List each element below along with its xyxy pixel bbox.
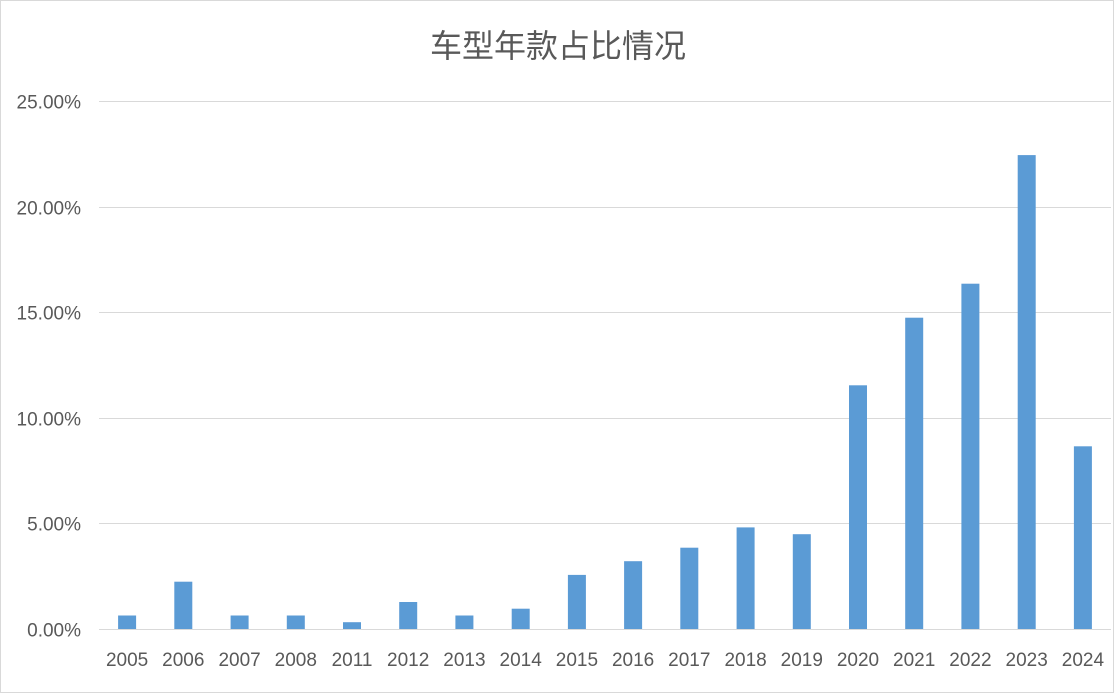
x-tick-label: 2022	[949, 650, 991, 671]
bar-2020	[849, 385, 867, 629]
x-tick-label: 2024	[1062, 650, 1105, 671]
x-tick-label: 2019	[781, 650, 823, 671]
bar-2024	[1073, 446, 1092, 629]
x-tick-label: 2020	[837, 650, 879, 671]
bar-2017	[680, 547, 699, 629]
y-tick-label: 25.00%	[17, 93, 82, 114]
bar-2023	[1017, 155, 1036, 629]
bar-2006	[174, 581, 193, 629]
x-tick-label: 2018	[724, 650, 766, 671]
x-tick-label: 2014	[500, 650, 543, 671]
x-tick-label: 2005	[106, 650, 148, 671]
bar-2011	[343, 622, 361, 629]
bar-2012	[399, 602, 418, 629]
y-tick-label: 15.00%	[17, 304, 82, 325]
x-tick-label: 2011	[332, 650, 373, 671]
x-tick-label: 2023	[1006, 650, 1048, 671]
x-tick-label: 2015	[556, 650, 598, 671]
x-tick-label: 2013	[443, 650, 485, 671]
y-tick-label: 10.00%	[17, 410, 82, 431]
y-tick-label: 0.00%	[27, 621, 81, 642]
bars	[118, 155, 1092, 629]
y-axis-tick-labels: 0.00% 5.00% 10.00% 15.00% 20.00% 25.00%	[17, 93, 82, 642]
bar-2013	[455, 615, 474, 629]
bar-2005	[118, 615, 137, 629]
y-tick-label: 5.00%	[27, 515, 81, 536]
x-tick-label: 2006	[162, 650, 204, 671]
bar-2015	[567, 574, 586, 629]
x-tick-label: 2017	[668, 650, 710, 671]
x-tick-label: 2016	[612, 650, 654, 671]
y-tick-label: 20.00%	[17, 199, 82, 220]
bar-2008	[286, 615, 305, 629]
bar-2019	[792, 534, 811, 629]
x-tick-label: 2007	[218, 650, 260, 671]
bar-2007	[230, 615, 249, 629]
x-tick-label: 2012	[387, 650, 429, 671]
bar-2022	[961, 283, 980, 629]
x-tick-label: 2021	[893, 650, 935, 671]
x-axis-tick-labels: 2005 2006 2007 2008 2011 2012 2013 2014 2015 2016…	[106, 650, 1105, 671]
grid-layer	[99, 101, 1111, 630]
chart-title: 车型年款占比情况	[430, 27, 686, 65]
bar-2016	[624, 561, 643, 629]
bar-2021	[905, 317, 924, 629]
bar-2018	[736, 527, 755, 629]
x-tick-label: 2008	[275, 650, 317, 671]
bar-2014	[511, 608, 530, 629]
